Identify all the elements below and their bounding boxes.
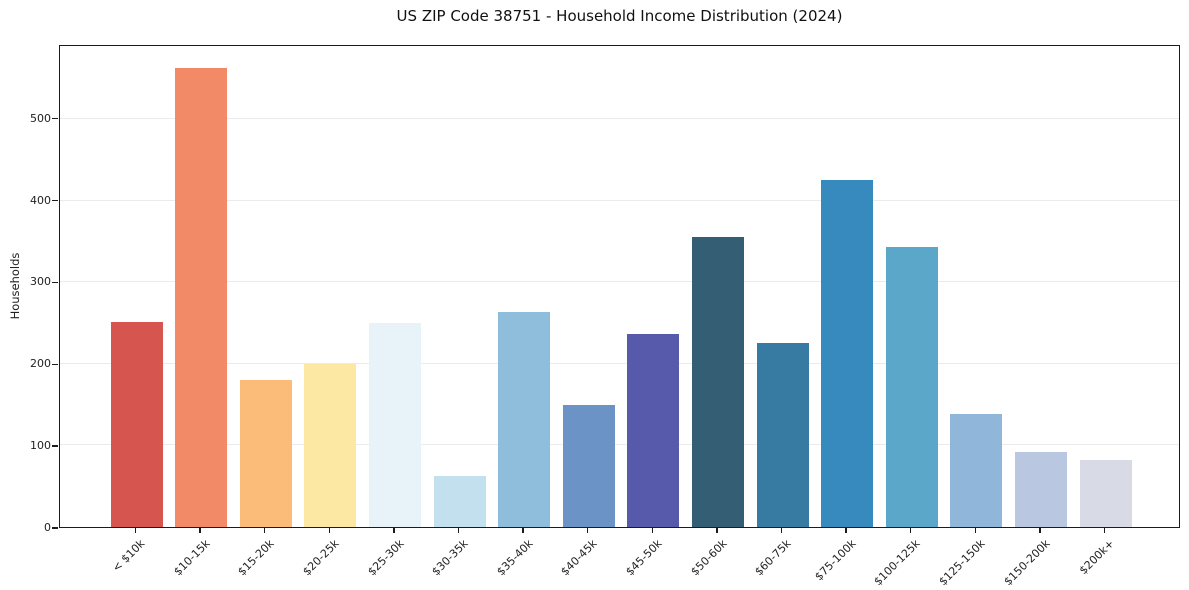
x-tick-mark-4 <box>393 528 395 533</box>
bar-$150-200k <box>1014 452 1067 527</box>
y-tick-mark-300 <box>52 281 58 284</box>
bar-$100-125k <box>885 247 938 527</box>
bar-$200k+ <box>1079 460 1132 527</box>
x-tick-label-9: $50-60k <box>687 537 730 579</box>
x-tick-label-6: $35-40k <box>494 537 536 579</box>
bar-$125-150k <box>950 413 1003 527</box>
x-tick-label-7: $40-45k <box>558 537 600 579</box>
plot-area <box>59 45 1180 528</box>
y-tick-mark-200 <box>52 363 58 366</box>
gridline-200 <box>60 362 1179 364</box>
x-tick-mark-12 <box>909 528 912 533</box>
x-tick-mark-10 <box>780 528 783 533</box>
x-tick-label-11: $75-100k <box>812 537 859 584</box>
bar-$45-50k <box>627 333 680 527</box>
x-tick-mark-15 <box>1103 528 1106 533</box>
x-tick-mark-11 <box>845 528 847 533</box>
y-tick-mark-500 <box>52 117 58 120</box>
y-tick-mark-400 <box>52 199 58 202</box>
gridline-500 <box>60 118 1179 120</box>
x-tick-label-5: $30-35k <box>429 537 471 579</box>
x-tick-mark-2 <box>263 528 266 533</box>
x-tick-mark-3 <box>328 528 331 533</box>
y-tick-label-200: 200 <box>30 357 51 371</box>
x-tick-label-0: < $10k <box>110 537 148 575</box>
x-tick-mark-6 <box>522 528 524 533</box>
y-tick-label-100: 100 <box>30 439 51 453</box>
x-tick-label-4: $25-30k <box>364 537 407 579</box>
bar-$20-25k <box>304 363 357 527</box>
x-tick-mark-14 <box>1039 528 1041 533</box>
bar-$10-15k <box>175 68 228 527</box>
y-tick-mark-100 <box>52 445 58 447</box>
gridline-100 <box>60 444 1179 446</box>
gridline-400 <box>60 199 1179 201</box>
bar-$35-40k <box>498 311 551 527</box>
bar-$30-35k <box>433 475 486 527</box>
y-tick-label-0: 0 <box>44 521 51 534</box>
x-tick-label-8: $45-50k <box>623 537 665 579</box>
bar-$60-75k <box>756 342 809 527</box>
x-tick-label-14: $150-200k <box>1000 537 1053 589</box>
x-tick-label-1: $10-15k <box>171 537 213 579</box>
x-tick-mark-9 <box>716 528 718 533</box>
x-tick-label-10: $60-75k <box>752 537 794 579</box>
bar-$50-60k <box>691 236 744 527</box>
x-tick-mark-8 <box>651 528 654 533</box>
x-tick-mark-5 <box>457 528 460 533</box>
y-tick-label-400: 400 <box>30 193 51 207</box>
x-tick-label-12: $100-125k <box>871 537 923 589</box>
bar-$15-20k <box>239 380 292 527</box>
gridline-300 <box>60 281 1179 283</box>
bar-$75-100k <box>821 179 874 527</box>
y-tick-mark-0 <box>52 527 58 529</box>
y-tick-label-500: 500 <box>30 111 51 125</box>
x-tick-label-15: $200k+ <box>1076 537 1117 578</box>
chart-title: US ZIP Code 38751 - Household Income Dis… <box>396 7 843 25</box>
x-tick-mark-0 <box>134 528 137 533</box>
x-tick-label-13: $125-150k <box>936 537 988 589</box>
x-tick-label-2: $15-20k <box>235 537 277 579</box>
x-tick-mark-7 <box>586 528 589 533</box>
x-tick-mark-1 <box>199 528 201 533</box>
x-tick-mark-13 <box>974 528 977 533</box>
bar-$40-45k <box>562 404 615 527</box>
y-tick-label-300: 300 <box>30 275 51 289</box>
x-tick-label-3: $20-25k <box>300 537 342 579</box>
bar-< $10k <box>110 322 163 527</box>
bar-$25-30k <box>368 323 421 527</box>
